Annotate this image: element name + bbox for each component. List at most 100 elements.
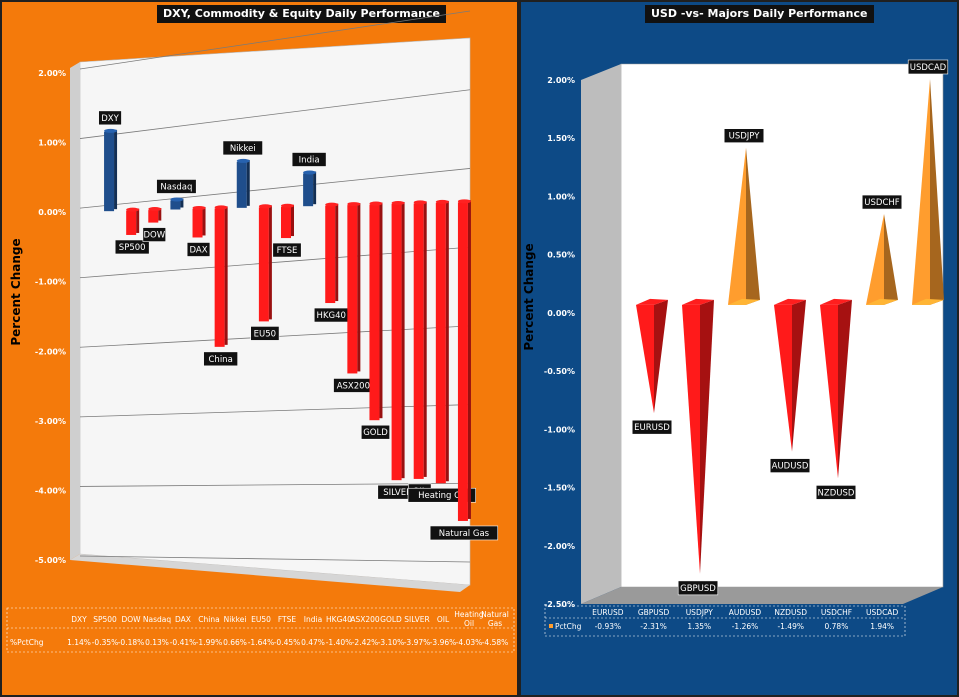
right-spike-usdchf-side	[884, 214, 898, 305]
left-gridline	[79, 10, 471, 70]
left-table-value-4: -0.41%	[170, 638, 197, 647]
right-table-legend-swatch	[549, 624, 553, 628]
usd-majors-panel: USD -vs- Majors Daily Performance 2.00% 1…	[519, 0, 959, 697]
right-table-value-4: -1.49%	[777, 622, 804, 631]
right-table-category-4: NZDUSD	[774, 608, 807, 617]
right-spike-audusd	[774, 304, 792, 452]
right-table-category-5: USDCHF	[821, 608, 852, 617]
right-callout-nzdusd: NZDUSD	[818, 488, 855, 498]
left-y-tick-label: -5.00%	[35, 556, 66, 565]
left-table-value-11: -2.42%	[352, 638, 379, 647]
right-spike-gbpusd-base	[682, 298, 714, 305]
right-table-border	[544, 605, 906, 637]
left-bar-cap	[457, 199, 471, 204]
right-spike-usdchf-base	[866, 298, 898, 305]
right-table-category-3: AUDUSD	[729, 608, 762, 617]
left-bar-cap	[126, 207, 140, 212]
left-callout-nikkei: Nikkei	[230, 144, 256, 154]
left-bar-cap	[347, 202, 361, 207]
right-table-value-6: 1.94%	[870, 622, 894, 631]
right-y-tick-label: -1.00%	[544, 425, 575, 434]
left-bar-gold	[369, 204, 380, 421]
left-table-value-6: 0.66%	[223, 638, 247, 647]
right-callout-nzdusd-box	[815, 485, 857, 500]
left-bar-cap	[170, 197, 184, 202]
left-chart-title: DXY, Commodity & Equity Daily Performanc…	[157, 5, 446, 23]
left-table-category-3: Nasdaq	[143, 615, 171, 624]
left-bar-side	[136, 208, 140, 233]
left-table-category-9: India	[304, 615, 322, 624]
left-table-category-6: Nikkei	[224, 615, 247, 624]
left-table-value-15: -4.03%	[456, 638, 483, 647]
right-spike-usdjpy	[728, 147, 746, 305]
right-side-wall	[581, 64, 621, 604]
left-table-category-10: HKG40	[326, 615, 352, 624]
left-table-value-16: -4.58%	[482, 638, 509, 647]
left-y-axis-label: Percent Change	[9, 238, 23, 345]
left-y-tick-label: -1.00%	[35, 278, 66, 287]
right-table-category-2: USDJPY	[686, 608, 714, 617]
left-bar-oil	[413, 203, 424, 479]
left-table-value-12: -3.10%	[378, 638, 405, 647]
left-callout-natural-gas: Natural Gas	[439, 529, 490, 539]
left-gridline	[79, 482, 471, 487]
right-spike-eurusd-side	[654, 299, 668, 414]
left-callout-sp500-box	[114, 239, 150, 255]
left-bar-cap	[148, 207, 162, 212]
right-callout-audusd-box	[769, 458, 811, 473]
left-bar-side	[401, 201, 405, 479]
left-table-category-7: EU50	[251, 615, 271, 624]
left-table-category-16-b: Gas	[488, 619, 502, 628]
left-table-value-3: 0.13%	[145, 638, 169, 647]
right-y-tick-label: 0.50%	[547, 251, 575, 260]
right-y-tick-label: 2.00%	[547, 76, 575, 85]
left-table-category-15-b: Oil	[464, 619, 474, 628]
left-bar-cap	[214, 205, 228, 210]
right-spike-nzdusd	[820, 304, 838, 479]
left-callout-asx200: ASX200	[337, 381, 370, 391]
right-spike-usdcad	[912, 78, 930, 305]
right-spike-audusd-side	[792, 299, 806, 452]
left-callout-dow-box	[142, 227, 166, 242]
right-floor	[581, 587, 943, 604]
left-bar-side	[158, 208, 162, 221]
left-bar-side	[335, 203, 339, 302]
left-table-value-9: 0.47%	[301, 638, 325, 647]
left-y-tick-label: 1.00%	[38, 139, 66, 148]
right-callout-gbpusd-box	[677, 580, 719, 596]
left-bar-cap	[413, 200, 427, 205]
left-table-value-5: -1.99%	[196, 638, 223, 647]
right-chart-svg: 2.00% 1.50% 1.00% 0.50% 0.00% -0.50% -1.00% -1.…	[522, 59, 949, 637]
left-y-tick-label: -2.00%	[35, 347, 66, 356]
left-bar-side	[423, 201, 427, 477]
left-bar-side	[467, 200, 471, 519]
left-y-tick-label: -3.00%	[35, 417, 66, 426]
left-callout-eu50: EU50	[254, 329, 276, 339]
left-bar-cap	[192, 205, 206, 210]
left-bar-cap	[104, 128, 118, 133]
right-spike-gbpusd-side	[700, 299, 714, 574]
left-bar-hkg40	[325, 205, 336, 304]
right-spike-usdcad-base	[912, 298, 944, 305]
left-callout-india: India	[299, 155, 320, 165]
left-bar-nasdaq	[170, 200, 181, 210]
equity-commodity-panel: DXY, Commodity & Equity Daily Performanc…	[0, 0, 519, 697]
right-table-category-0: EURUSD	[592, 608, 624, 617]
left-table-category-14: OIL	[437, 615, 450, 624]
left-callout-gold-box	[360, 424, 390, 440]
left-y-tick-label: 2.00%	[38, 69, 66, 78]
left-bar-india	[303, 173, 314, 207]
left-bar-cap	[369, 201, 383, 206]
right-spike-eurusd	[636, 304, 654, 414]
right-table-value-3: -1.26%	[732, 622, 759, 631]
left-gridline	[79, 404, 471, 418]
right-spike-usdcad-side	[930, 78, 944, 305]
right-table-value-0: -0.93%	[595, 622, 622, 631]
left-table-value-7: -1.64%	[248, 638, 275, 647]
left-callout-dax-box	[186, 242, 211, 257]
left-callout-dow: DOW	[143, 231, 165, 241]
left-bar-cap	[325, 202, 339, 207]
left-table-border	[6, 607, 515, 653]
left-bar-china	[214, 208, 225, 347]
